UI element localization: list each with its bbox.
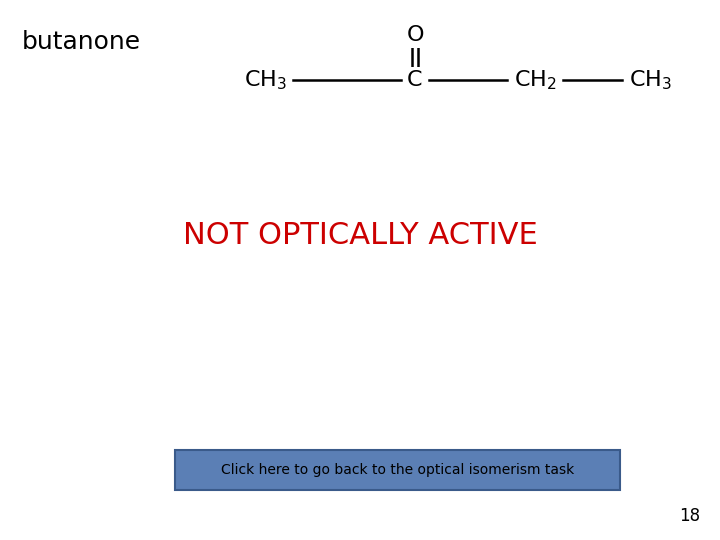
Text: butanone: butanone <box>22 30 141 54</box>
FancyBboxPatch shape <box>175 450 620 490</box>
Text: CH$_2$: CH$_2$ <box>513 68 557 92</box>
Text: C: C <box>408 70 423 90</box>
Text: 18: 18 <box>679 507 700 525</box>
Text: Click here to go back to the optical isomerism task: Click here to go back to the optical iso… <box>221 463 574 477</box>
Text: O: O <box>406 25 424 45</box>
Text: CH$_3$: CH$_3$ <box>243 68 287 92</box>
Text: NOT OPTICALLY ACTIVE: NOT OPTICALLY ACTIVE <box>183 220 537 249</box>
Text: CH$_3$: CH$_3$ <box>629 68 672 92</box>
